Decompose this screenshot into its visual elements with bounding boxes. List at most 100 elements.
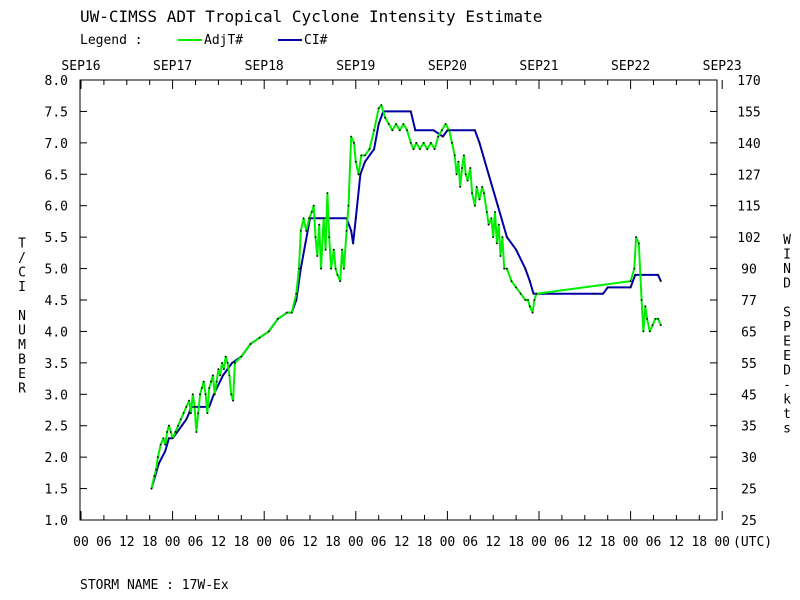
data-point	[150, 487, 153, 490]
data-point	[190, 412, 192, 414]
data-point	[501, 236, 504, 239]
data-point	[215, 380, 218, 383]
date-label: SEP23	[703, 59, 742, 74]
data-point	[642, 330, 645, 333]
hour-label: 00	[440, 535, 456, 550]
data-point	[402, 123, 405, 125]
hour-label: 12	[485, 535, 501, 550]
hour-label: 18	[325, 535, 341, 550]
data-point	[193, 406, 196, 408]
hour-labels: 00 06 12 18 00 06 12 18 00 06 12 18 00 06 12 18 00 06 12 18…	[73, 535, 730, 550]
data-point	[368, 148, 371, 151]
data-point	[302, 217, 305, 220]
y-axis-left-labels: 1.0 1.5 2.0 2.5 3.0 3.5 4.0 4.5 5.0 5.5 6.0 6.5 7.0 7…	[45, 74, 68, 529]
data-point	[430, 142, 432, 144]
data-point	[353, 142, 355, 144]
hour-label: 00	[73, 535, 89, 550]
data-point	[326, 192, 329, 195]
data-point	[341, 248, 343, 251]
data-point	[350, 135, 353, 138]
data-point	[158, 462, 160, 465]
data-point	[298, 267, 300, 270]
data-point	[153, 475, 156, 477]
date-label: SEP16	[61, 59, 100, 74]
legend: Legend : AdjT# CI#	[80, 33, 328, 48]
data-point	[171, 437, 174, 440]
hour-label: 00	[531, 535, 547, 550]
data-point	[633, 267, 636, 270]
data-point	[305, 230, 308, 232]
data-point	[223, 368, 225, 370]
data-point	[334, 267, 337, 270]
data-point	[222, 374, 224, 377]
y-tick-label-right: 30	[741, 451, 757, 466]
data-point	[533, 299, 536, 301]
data-point	[360, 154, 363, 157]
data-point	[453, 154, 456, 157]
data-point	[384, 116, 386, 119]
series-ci	[150, 110, 662, 490]
y-tick-label-right: 25	[741, 483, 757, 498]
series-adjt	[150, 104, 662, 490]
data-point	[487, 173, 490, 176]
data-point	[234, 362, 236, 364]
y-axis-right-labels: 25 25 30 35 45 55 65 77 90 102 115 127 140 155 170	[737, 74, 760, 529]
hour-label: 18	[691, 535, 707, 550]
hour-label: 18	[233, 535, 249, 550]
data-point	[201, 387, 203, 389]
data-point	[195, 431, 198, 433]
data-point	[364, 154, 366, 157]
y-tick-label-right: 35	[741, 420, 757, 435]
data-point	[409, 142, 412, 144]
data-point	[497, 223, 500, 226]
data-point	[459, 186, 462, 188]
data-point	[515, 248, 517, 251]
data-point	[593, 292, 595, 295]
data-point	[310, 211, 313, 213]
hour-label: 06	[371, 535, 387, 550]
data-point	[466, 179, 469, 182]
y-tick-label-left: 5.0	[45, 263, 68, 278]
data-point	[515, 286, 517, 289]
data-point	[606, 286, 609, 289]
y-tick-label-left: 3.0	[45, 388, 68, 403]
data-point	[444, 123, 447, 125]
data-point	[499, 255, 502, 257]
data-point	[332, 248, 335, 251]
y-tick-label-left: 2.0	[45, 451, 68, 466]
data-point	[231, 362, 234, 364]
data-point	[377, 107, 380, 110]
hour-label: 18	[508, 535, 524, 550]
y-tick-label-right: 77	[741, 294, 757, 309]
data-point	[437, 135, 440, 138]
hour-label: 00	[348, 535, 364, 550]
data-point	[531, 311, 534, 314]
date-label: SEP20	[428, 59, 467, 74]
data-point	[299, 230, 302, 232]
data-point	[419, 148, 421, 151]
data-point	[258, 336, 261, 339]
data-point	[155, 468, 158, 471]
data-point	[197, 412, 200, 414]
data-point	[314, 236, 317, 239]
date-label: SEP21	[519, 59, 558, 74]
y-tick-label-right: 140	[737, 137, 760, 152]
axis-ticks	[80, 79, 723, 521]
data-point	[336, 274, 339, 276]
data-point	[492, 236, 495, 239]
data-point	[345, 230, 348, 232]
hour-label: 18	[417, 535, 433, 550]
data-point	[409, 110, 412, 113]
hour-label: 00	[714, 535, 730, 550]
data-point	[352, 242, 354, 245]
data-point	[471, 192, 473, 195]
data-point	[320, 267, 322, 270]
data-point	[640, 299, 643, 301]
data-point	[441, 135, 444, 138]
data-point	[188, 412, 191, 414]
data-point	[629, 280, 632, 282]
hour-label: 06	[462, 535, 478, 550]
data-point	[398, 129, 401, 132]
y-tick-label-left: 6.5	[45, 168, 68, 183]
